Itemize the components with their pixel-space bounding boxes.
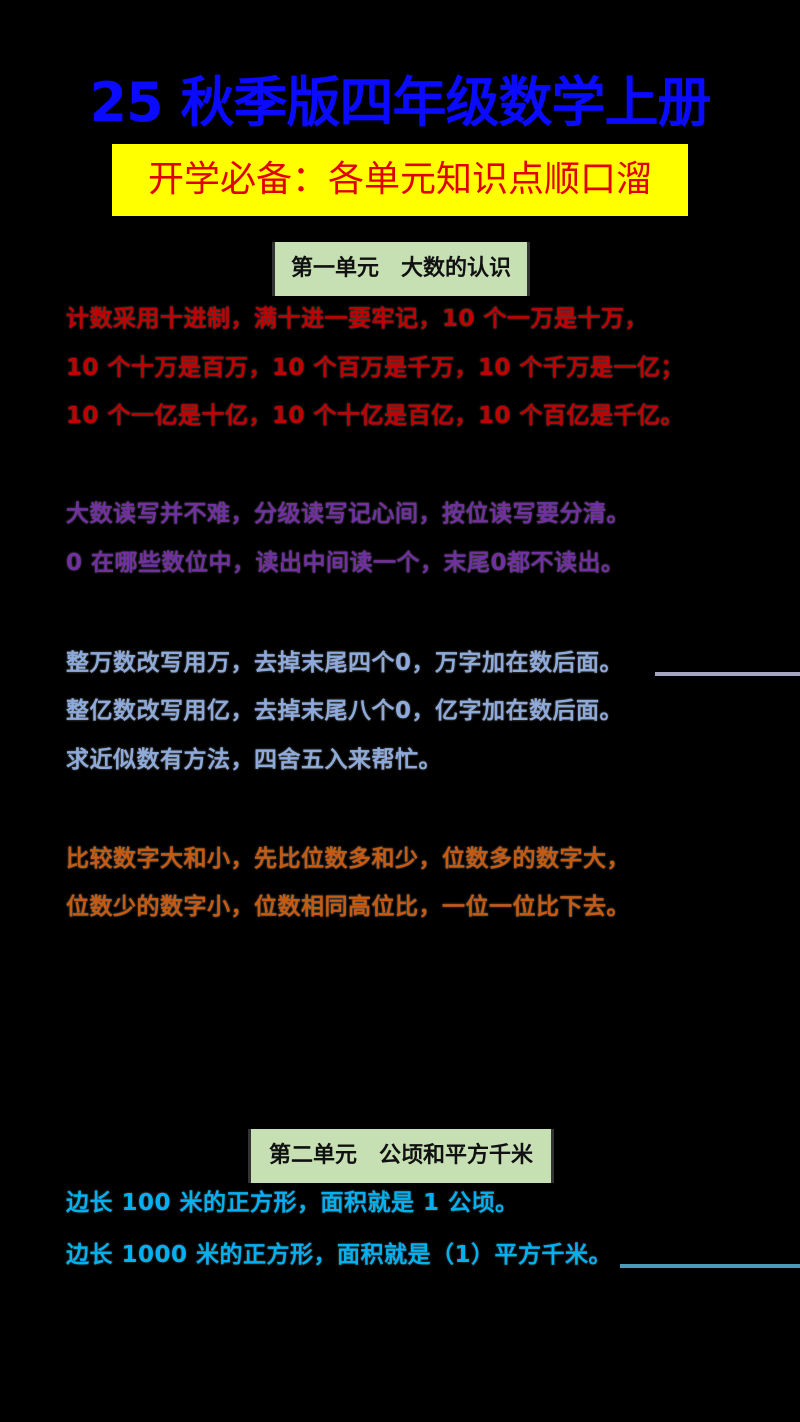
unit-1-line: 10 个十万是百万，10 个百万是千万，10 个千万是一亿； bbox=[66, 355, 685, 381]
unit-1-line: 整亿数改写用亿，去掉末尾八个0，亿字加在数后面。 bbox=[66, 698, 624, 724]
unit-1-line: 比较数字大和小，先比位数多和少，位数多的数字大， bbox=[66, 846, 630, 872]
unit-2-line: 边长 100 米的正方形，面积就是 1 公顷。 bbox=[66, 1190, 519, 1216]
unit-2-heading: 第二单元 公顷和平方千米 bbox=[248, 1129, 554, 1183]
unit-1-line: 0 在哪些数位中，读出中间读一个，末尾0都不读出。 bbox=[66, 550, 625, 576]
unit-1-line: 求近似数有方法，四舍五入来帮忙。 bbox=[66, 747, 442, 773]
underline-divider bbox=[620, 1264, 800, 1268]
unit-1-heading: 第一单元 大数的认识 bbox=[272, 242, 530, 296]
unit-1-line: 位数少的数字小，位数相同高位比，一位一位比下去。 bbox=[66, 894, 630, 920]
page-subtitle: 开学必备：各单元知识点顺口溜 bbox=[112, 144, 688, 216]
page-title: 25 秋季版四年级数学上册 bbox=[89, 71, 712, 134]
unit-1-line: 大数读写并不难，分级读写记心间，按位读写要分清。 bbox=[66, 501, 630, 527]
unit-1-line: 整万数改写用万，去掉末尾四个0，万字加在数后面。 bbox=[66, 650, 624, 676]
unit-2-line: 边长 1000 米的正方形，面积就是（1）平方千米。 bbox=[66, 1242, 613, 1268]
unit-1-line: 计数采用十进制，满十进一要牢记，10 个一万是十万， bbox=[66, 306, 649, 332]
unit-1-line: 10 个一亿是十亿，10 个十亿是百亿，10 个百亿是千亿。 bbox=[66, 403, 685, 429]
underline-divider bbox=[655, 672, 800, 676]
